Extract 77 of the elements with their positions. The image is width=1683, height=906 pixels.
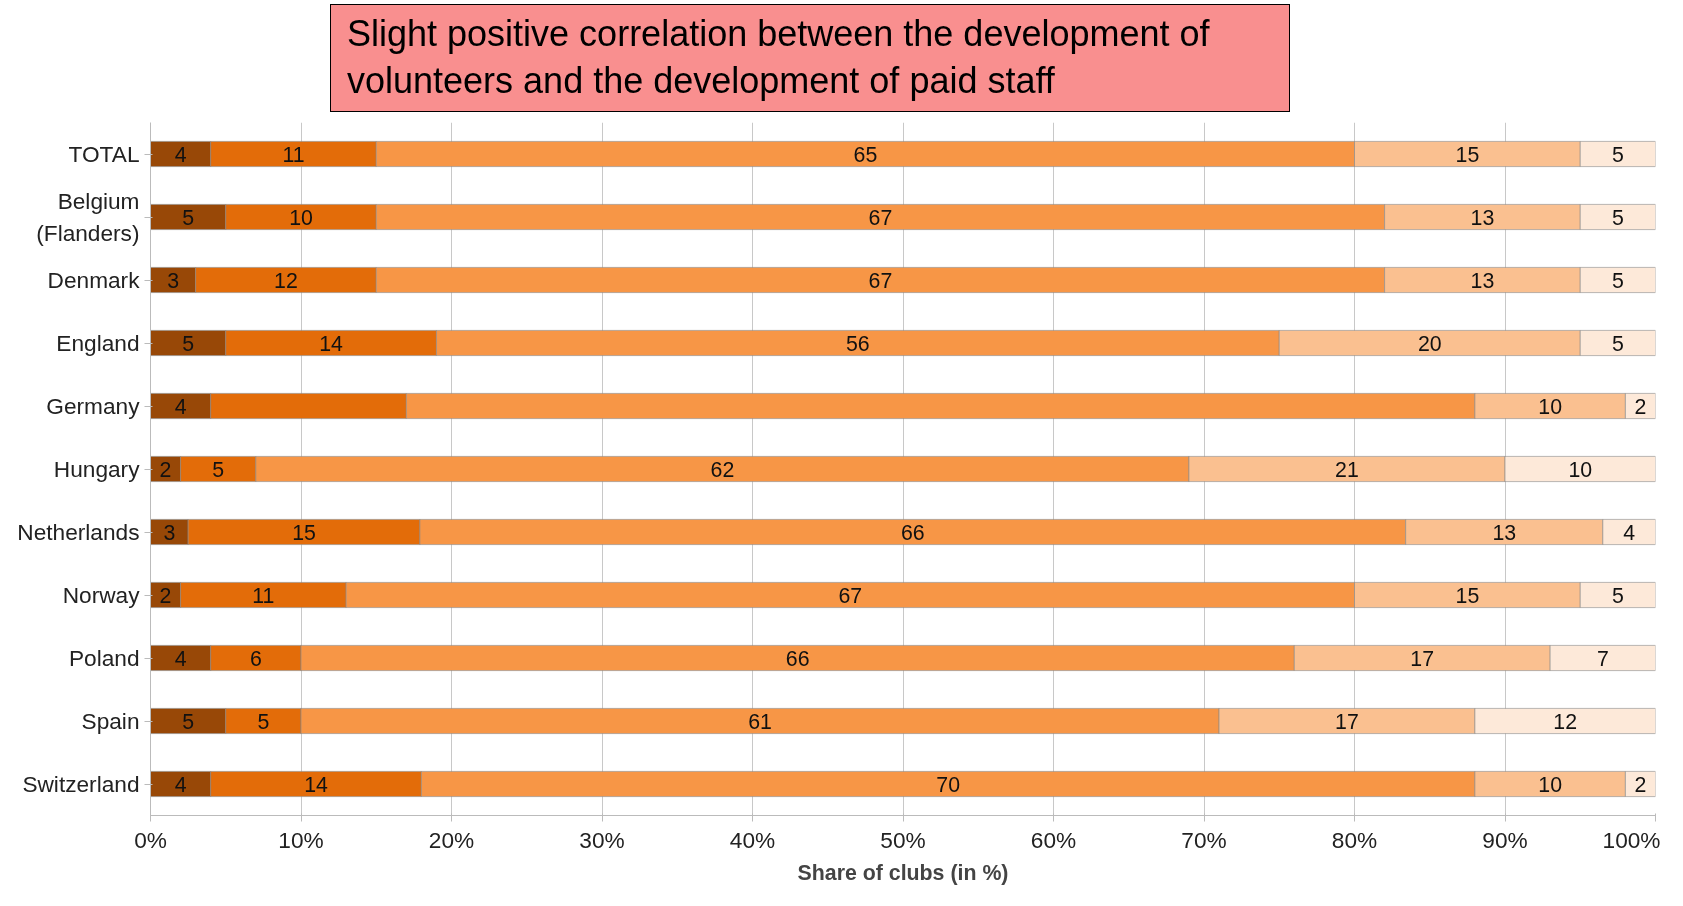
y-tick-label: Netherlands xyxy=(17,518,140,545)
data-label: 66 xyxy=(900,520,925,545)
data-label: 14 xyxy=(319,331,344,356)
data-label: 10 xyxy=(1538,394,1563,419)
data-label: 12 xyxy=(1553,709,1578,734)
x-tick-label: 70% xyxy=(1181,826,1227,853)
data-label: 4 xyxy=(174,142,187,167)
x-axis-title: Share of clubs (in %) xyxy=(797,860,1009,885)
data-label: 13 xyxy=(1470,268,1495,293)
data-label: 4 xyxy=(174,394,187,419)
data-label: 5 xyxy=(182,331,195,356)
data-label: 10 xyxy=(1538,772,1563,797)
data-label: 5 xyxy=(1611,583,1624,608)
data-label: 5 xyxy=(257,709,270,734)
data-label: 6 xyxy=(249,646,262,671)
data-label: 11 xyxy=(252,583,275,608)
y-tick-label: Germany xyxy=(46,392,141,419)
data-label: 2 xyxy=(1634,772,1647,797)
data-label: 21 xyxy=(1335,457,1359,482)
x-tick-label: 90% xyxy=(1482,826,1528,853)
y-tick-label: England xyxy=(56,329,140,356)
data-label: 3 xyxy=(167,268,180,293)
data-label: 20 xyxy=(1417,331,1442,356)
x-tick-label: 100% xyxy=(1602,826,1661,853)
text: Slight positive correlation between the development of volunteers and the development of paid staff xyxy=(347,12,1211,103)
y-tick-label: Switzerland xyxy=(22,770,140,797)
x-tick-label: 60% xyxy=(1030,826,1077,853)
y-tick-label: Spain xyxy=(81,707,140,734)
data-label: 5 xyxy=(182,709,195,734)
y-tick-label: TOTAL xyxy=(68,140,140,167)
data-label: 70 xyxy=(936,772,961,797)
data-label: 4 xyxy=(174,646,187,671)
data-label: 13 xyxy=(1470,205,1495,230)
data-label: 13 xyxy=(1492,520,1517,545)
data-label: 4 xyxy=(174,772,187,797)
data-label: 10 xyxy=(289,205,313,230)
data-label: 5 xyxy=(1611,331,1624,356)
y-tick-label: Denmark xyxy=(47,266,141,293)
data-label: 56 xyxy=(845,331,870,356)
data-label: 3 xyxy=(163,520,176,545)
data-label: 2 xyxy=(1634,394,1647,419)
data-label: 66 xyxy=(785,646,810,671)
data-label: 61 xyxy=(748,709,772,734)
data-label: 15 xyxy=(1455,142,1480,167)
data-label: 4 xyxy=(1623,520,1636,545)
data-label: 14 xyxy=(304,772,329,797)
data-label: 67 xyxy=(868,268,893,293)
data-label: 62 xyxy=(710,457,735,482)
y-tick-label: Hungary xyxy=(53,455,141,482)
x-tick-label: 80% xyxy=(1331,826,1378,853)
data-label: 5 xyxy=(212,457,225,482)
data-label: 15 xyxy=(1455,583,1480,608)
x-tick-label: 20% xyxy=(428,826,475,853)
x-tick-label: 30% xyxy=(579,826,625,853)
data-label: 12 xyxy=(274,268,298,293)
x-tick-label: 0% xyxy=(134,826,167,853)
data-label: 67 xyxy=(838,583,863,608)
y-tick-label: Belgium (Flanders) xyxy=(36,187,140,246)
data-label: 5 xyxy=(1611,205,1624,230)
x-tick-label: 50% xyxy=(880,826,926,853)
data-label: 5 xyxy=(1611,268,1624,293)
data-label: 67 xyxy=(868,205,893,230)
data-label: 17 xyxy=(1335,709,1359,734)
data-label: 2 xyxy=(159,457,172,482)
data-label: 2 xyxy=(159,583,172,608)
data-label: 10 xyxy=(1568,457,1593,482)
y-tick-label: Norway xyxy=(62,581,141,608)
data-label: 65 xyxy=(853,142,878,167)
data-label: 5 xyxy=(182,205,195,230)
data-label: 7 xyxy=(1596,646,1609,671)
x-tick-label: 10% xyxy=(278,826,324,853)
y-tick-label: Poland xyxy=(68,644,140,671)
data-label: 17 xyxy=(1410,646,1435,671)
data-label: 11 xyxy=(282,142,305,167)
x-tick-label: 40% xyxy=(729,826,776,853)
data-label: 15 xyxy=(292,520,316,545)
data-label: 5 xyxy=(1611,142,1624,167)
